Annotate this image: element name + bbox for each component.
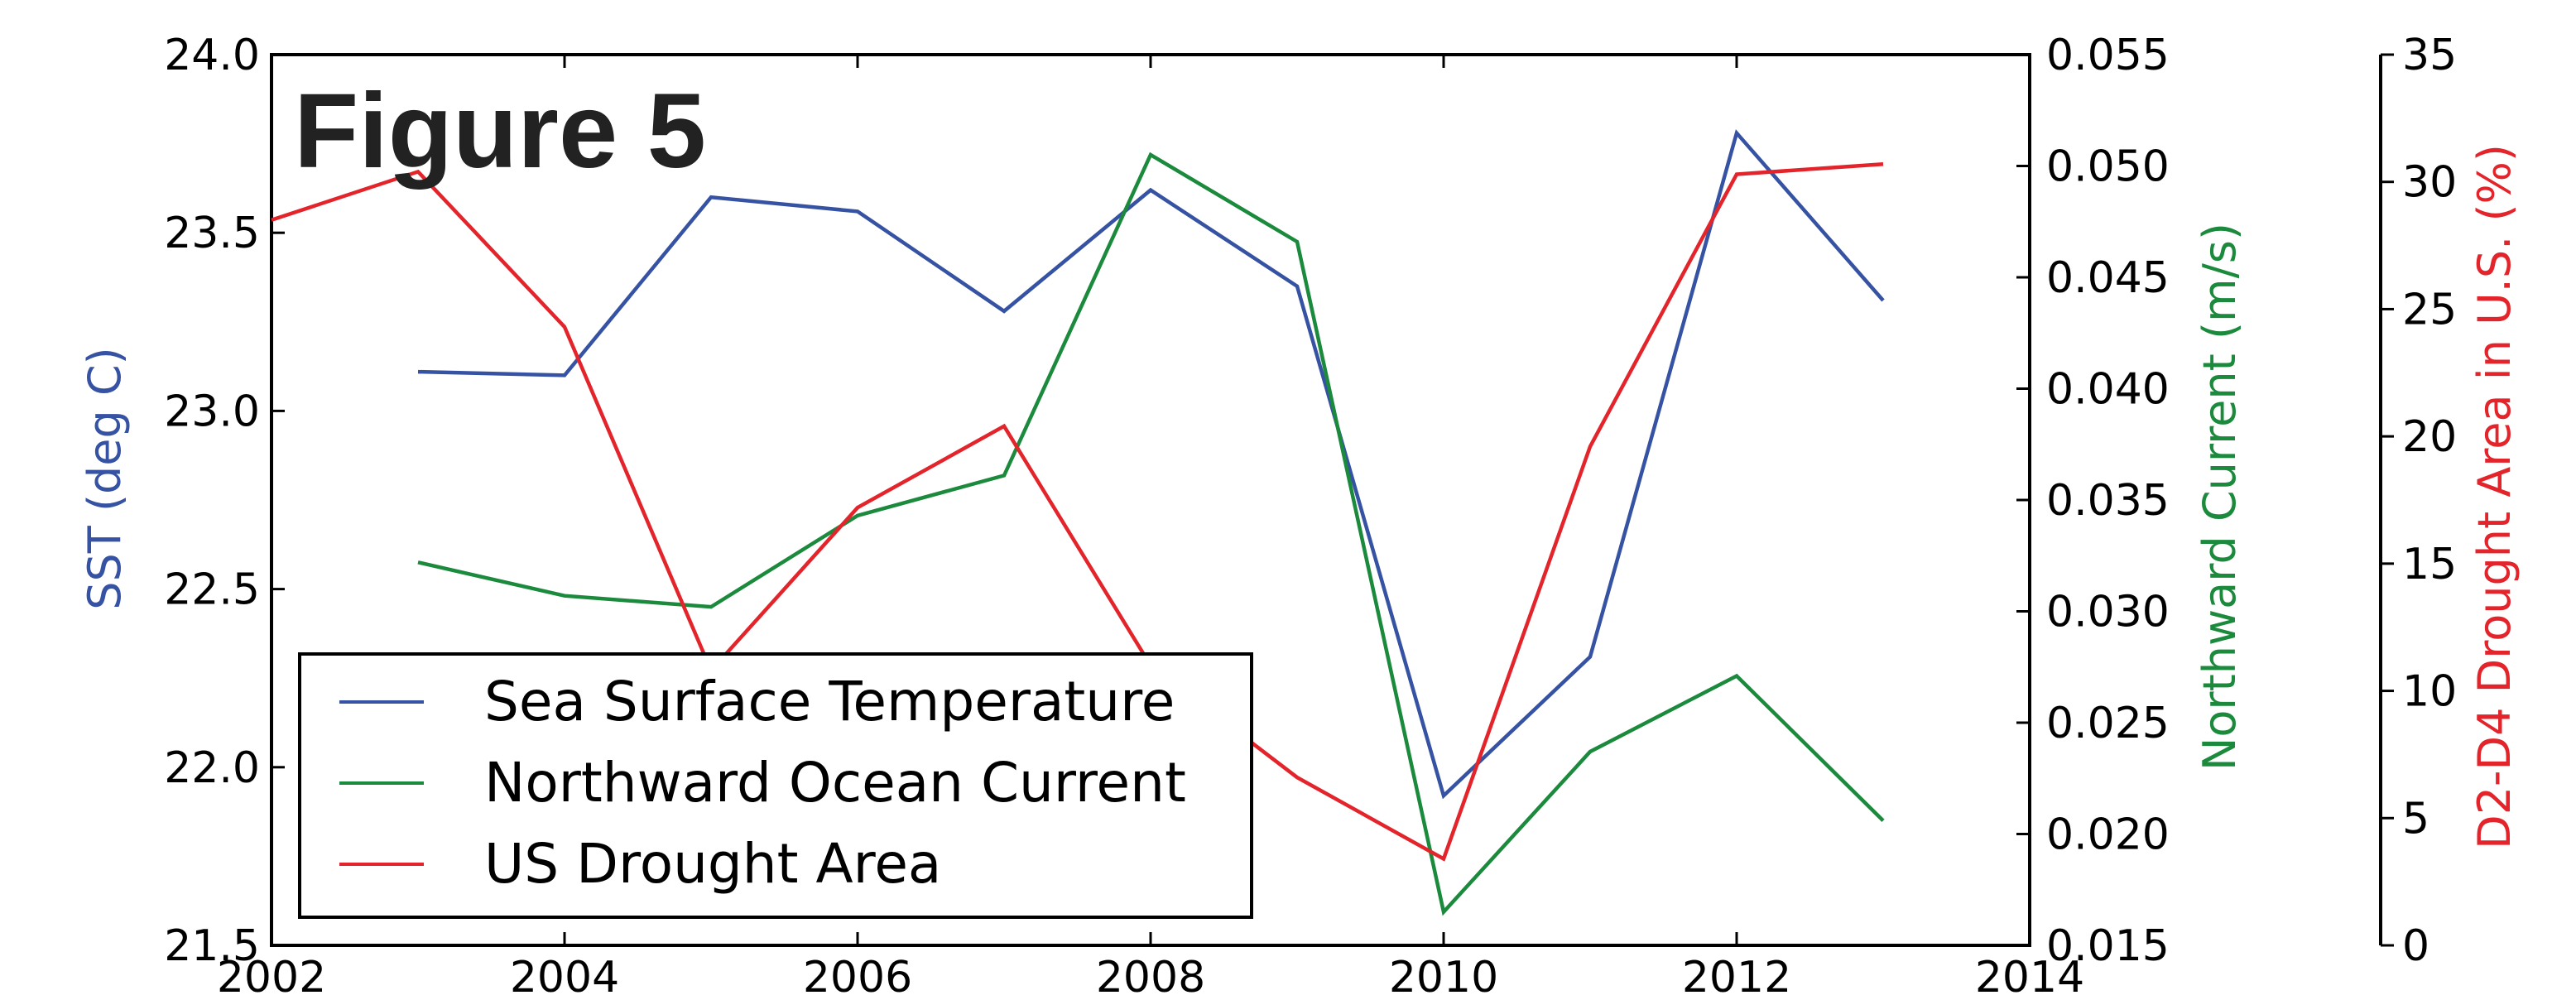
right-inner-axis-title: Northward Current (m/s)	[2194, 223, 2246, 771]
drought-tick-label: 20	[2402, 412, 2457, 462]
left-y-tick-label: 23.5	[164, 209, 260, 258]
legend-label-current: Northward Ocean Current	[484, 751, 1186, 815]
current-tick-label: 0.045	[2046, 253, 2170, 303]
x-tick-label: 2008	[1096, 953, 1205, 996]
drought-tick-label: 35	[2402, 31, 2457, 80]
current-tick-label: 0.015	[2046, 921, 2170, 971]
left-y-axis: 21.5 22.0 22.5 23.0 23.5 24.0	[164, 31, 285, 971]
current-tick-label: 0.020	[2046, 810, 2170, 860]
left-y-tick-label: 24.0	[164, 31, 260, 80]
current-tick-label: 0.035	[2046, 476, 2170, 526]
left-y-tick-label: 23.0	[164, 387, 260, 436]
left-axis-title: SST (deg C)	[79, 347, 131, 610]
x-tick-label: 2010	[1389, 953, 1498, 996]
legend-label-sst: Sea Surface Temperature	[484, 670, 1175, 733]
right-outer-axis-title: D2-D4 Drought Area in U.S. (%)	[2468, 144, 2521, 849]
drought-tick-label: 25	[2402, 285, 2457, 334]
northward-current-axis: 0.015 0.020 0.025 0.030 0.035 0.040 0.045 0.050…	[2016, 31, 2170, 971]
x-tick-label: 2004	[510, 953, 619, 996]
legend: Sea Surface Temperature Northward Ocean …	[300, 654, 1252, 917]
current-tick-label: 0.040	[2046, 365, 2170, 415]
figure-label: Figure 5	[294, 72, 706, 190]
left-y-tick-label: 22.0	[164, 743, 260, 793]
current-tick-label: 0.025	[2046, 699, 2170, 748]
current-tick-label: 0.055	[2046, 31, 2170, 80]
current-tick-label: 0.050	[2046, 142, 2170, 192]
drought-area-axis: 0 5 10 15 20 25 30 35	[2381, 31, 2457, 971]
drought-tick-label: 5	[2402, 794, 2429, 844]
x-tick-label: 2006	[803, 953, 912, 996]
drought-tick-label: 10	[2402, 667, 2457, 717]
legend-label-drought: US Drought Area	[484, 832, 941, 896]
left-y-tick-label: 21.5	[164, 921, 260, 971]
drought-tick-label: 0	[2402, 921, 2429, 971]
left-y-tick-label: 22.5	[164, 565, 260, 615]
drought-tick-label: 15	[2402, 540, 2457, 589]
current-tick-label: 0.030	[2046, 588, 2170, 637]
drought-tick-label: 30	[2402, 158, 2457, 208]
x-tick-label: 2012	[1682, 953, 1791, 996]
